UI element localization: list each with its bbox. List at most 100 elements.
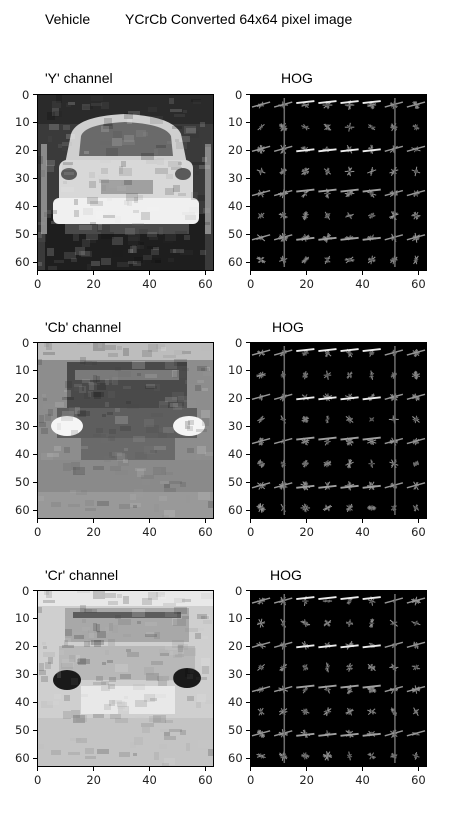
x-tick-label: 40: [355, 277, 370, 291]
x-tick-mark: [361, 271, 363, 275]
y-tick-label: 40: [15, 695, 30, 710]
row-2-hog-label: HOG: [270, 567, 302, 583]
y-tick-mark: [33, 645, 37, 647]
y-tick-mark: [246, 729, 250, 731]
hog-visualization: [250, 590, 427, 767]
y-tick-label: 30: [228, 419, 243, 434]
y-tick-mark: [246, 94, 250, 95]
y-tick-label: 10: [15, 363, 30, 378]
x-tick-label: 0: [247, 525, 255, 539]
header-vehicle-label: Vehicle: [45, 11, 91, 27]
y-tick-label: 0: [235, 87, 243, 102]
x-tick-label: 40: [142, 773, 157, 787]
row-0-hog-image: 0 10 20 30 40 50 60 0 20 40 60: [228, 88, 454, 301]
row-0-hog-label: HOG: [281, 70, 313, 86]
y-tick-mark: [246, 590, 250, 591]
x-tick-mark: [417, 519, 419, 523]
y-tick-label: 0: [22, 583, 30, 598]
x-tick-mark: [37, 767, 38, 771]
x-tick-label: 60: [198, 525, 213, 539]
y-tick-mark: [33, 205, 37, 207]
x-tick-label: 20: [299, 773, 314, 787]
x-tick-mark: [250, 519, 251, 523]
y-tick-mark: [246, 425, 250, 427]
plot-frame: [250, 590, 427, 767]
y-tick-label: 60: [15, 503, 30, 518]
y-tick-label: 50: [15, 475, 30, 490]
x-tick-label: 0: [34, 525, 42, 539]
row-2-hog-image: 0 10 20 30 40 50 60 0 20 40 60: [228, 584, 454, 797]
y-tick-mark: [33, 509, 37, 511]
row-2-channel-image: 0 10 20 30 40 50 60 0 20 40 60: [15, 584, 254, 797]
x-tick-mark: [305, 271, 307, 275]
row-1-channel-label: 'Cb' channel: [45, 319, 122, 335]
hog-visualization: [250, 342, 427, 519]
row-1-channel-image: 0 10 20 30 40 50 60 0 20 40 60: [15, 336, 254, 549]
x-tick-label: 20: [86, 525, 101, 539]
y-tick-mark: [246, 757, 250, 759]
x-tick-label: 20: [299, 525, 314, 539]
y-tick-label: 50: [228, 723, 243, 738]
x-tick-label: 20: [86, 773, 101, 787]
y-tick-mark: [246, 673, 250, 675]
y-tick-label: 50: [15, 227, 30, 242]
y-tick-mark: [246, 509, 250, 511]
x-tick-mark: [361, 767, 363, 771]
y-tick-label: 10: [228, 611, 243, 626]
y-tick-label: 30: [15, 419, 30, 434]
y-tick-mark: [246, 369, 250, 371]
y-tick-mark: [246, 233, 250, 235]
x-tick-mark: [37, 519, 38, 523]
y-tick-label: 50: [228, 475, 243, 490]
y-tick-label: 60: [228, 503, 243, 518]
y-tick-label: 20: [228, 143, 243, 158]
y-tick-label: 10: [15, 115, 30, 130]
plot-frame: [37, 94, 214, 271]
plot-frame: [37, 342, 214, 519]
y-tick-label: 20: [15, 639, 30, 654]
x-tick-mark: [37, 271, 38, 275]
x-tick-mark: [361, 519, 363, 523]
y-tick-mark: [246, 453, 250, 455]
y-tick-mark: [33, 369, 37, 371]
y-tick-mark: [246, 342, 250, 343]
y-tick-label: 30: [228, 171, 243, 186]
channel-visualization: [37, 342, 214, 519]
y-tick-label: 40: [15, 199, 30, 214]
x-tick-label: 0: [247, 277, 255, 291]
row-1-hog-label: HOG: [272, 319, 304, 335]
y-tick-label: 30: [15, 171, 30, 186]
y-tick-label: 20: [228, 391, 243, 406]
y-tick-mark: [33, 121, 37, 123]
row-0-channel-image: 0 10 20 30 40 50 60 0 20 40 60: [15, 88, 254, 301]
y-tick-label: 40: [228, 199, 243, 214]
row-1-hog-image: 0 10 20 30 40 50 60 0 20 40 60: [228, 336, 454, 549]
y-tick-mark: [246, 645, 250, 647]
y-tick-mark: [33, 590, 37, 591]
x-tick-mark: [204, 767, 206, 771]
x-tick-mark: [305, 519, 307, 523]
y-tick-mark: [33, 177, 37, 179]
x-tick-mark: [204, 271, 206, 275]
y-tick-mark: [33, 701, 37, 703]
y-tick-label: 50: [15, 723, 30, 738]
x-tick-label: 40: [142, 277, 157, 291]
y-tick-label: 0: [22, 335, 30, 350]
x-tick-label: 0: [34, 277, 42, 291]
x-tick-label: 0: [34, 773, 42, 787]
y-tick-label: 10: [228, 115, 243, 130]
y-tick-label: 20: [15, 391, 30, 406]
y-tick-mark: [246, 121, 250, 123]
y-tick-label: 20: [15, 143, 30, 158]
y-tick-mark: [33, 425, 37, 427]
y-tick-mark: [246, 481, 250, 483]
y-tick-label: 30: [15, 667, 30, 682]
x-tick-label: 40: [355, 773, 370, 787]
y-tick-label: 0: [22, 87, 30, 102]
y-tick-mark: [33, 673, 37, 675]
y-tick-label: 0: [235, 583, 243, 598]
x-tick-label: 0: [247, 773, 255, 787]
x-tick-mark: [417, 767, 419, 771]
y-tick-mark: [246, 205, 250, 207]
plot-frame: [250, 342, 427, 519]
